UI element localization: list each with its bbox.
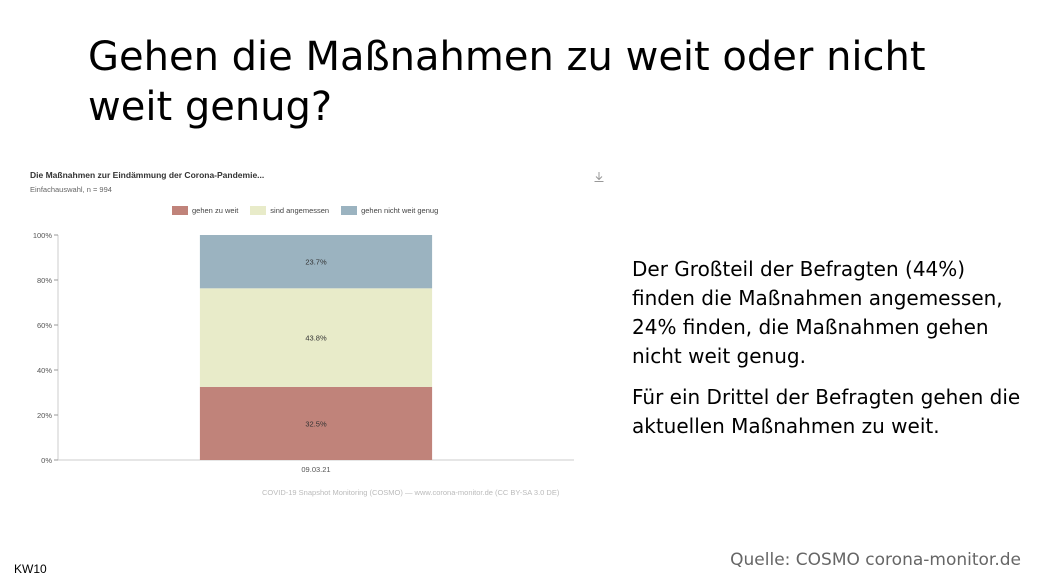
x-tick-label: 09.03.21	[301, 465, 330, 474]
legend-swatch	[172, 206, 188, 215]
legend-swatch	[341, 206, 358, 215]
y-tick-label: 80%	[37, 276, 52, 285]
week-label: KW10	[14, 562, 47, 576]
data-label: 23.7%	[305, 258, 327, 267]
y-tick-label: 40%	[37, 366, 52, 375]
chart-title: Die Maßnahmen zur Eindämmung der Corona-…	[30, 170, 265, 180]
legend-item[interactable]: sind angemessen	[250, 206, 329, 215]
slide-title: Gehen die Maßnahmen zu weit oder nicht w…	[88, 34, 926, 130]
bar-segment	[199, 386, 433, 460]
chart-legend: gehen zu weit sind angemessen gehen nich…	[172, 206, 438, 215]
legend-item[interactable]: gehen nicht weit genug	[341, 206, 438, 215]
legend-label: gehen nicht weit genug	[361, 206, 439, 215]
data-label: 32.5%	[305, 419, 327, 428]
chart-credit: COVID-19 Snapshot Monitoring (COSMO) — w…	[262, 488, 560, 497]
legend-label: sind angemessen	[270, 206, 330, 215]
chart-subtitle: Einfachauswahl, n = 994	[30, 185, 112, 194]
download-icon[interactable]	[592, 170, 606, 184]
y-tick-label: 0%	[41, 456, 52, 465]
summary-text: Der Großteil der Befragten (44%) finden …	[632, 255, 1032, 453]
bar-segment	[199, 288, 433, 387]
legend-item[interactable]: gehen zu weit	[172, 206, 238, 215]
bar-segment	[199, 235, 433, 289]
source-note: Quelle: COSMO corona-monitor.de	[730, 550, 1021, 570]
y-tick-label: 60%	[37, 321, 52, 330]
legend-swatch	[250, 206, 267, 215]
y-tick-label: 100%	[33, 231, 53, 240]
data-label: 43.8%	[305, 334, 327, 343]
legend-label: gehen zu weit	[192, 206, 239, 215]
chart-plot: 0% 20% 40% 60% 80% 100% 32.5% 43.8% 23.7% 09.03.2…	[33, 231, 574, 474]
summary-paragraph: Der Großteil der Befragten (44%) finden …	[632, 257, 1003, 368]
y-tick-label: 20%	[37, 411, 52, 420]
summary-paragraph: Für ein Drittel der Befragten gehen die …	[632, 385, 1021, 438]
chart-panel: Die Maßnahmen zur Eindämmung der Corona-…	[22, 158, 612, 508]
